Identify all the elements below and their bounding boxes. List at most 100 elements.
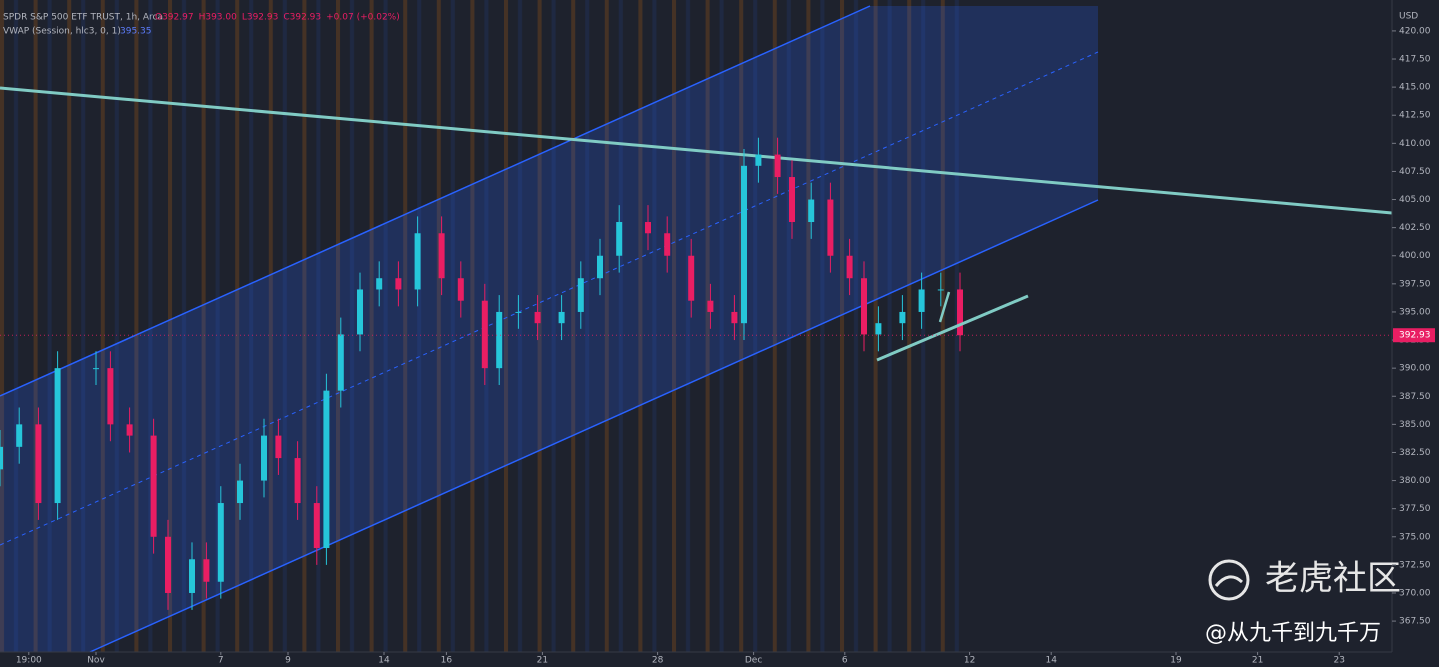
y-tick-label: 385.00 (1399, 420, 1431, 430)
candle-body (481, 300, 488, 369)
candle-body (203, 559, 210, 582)
support-line (876, 294, 1029, 362)
y-tick-label: 387.50 (1399, 392, 1431, 402)
candle-body (577, 278, 584, 312)
legend-value: +0.07 (+0.02%) (326, 13, 400, 23)
candle-body (337, 334, 344, 391)
candle-body (861, 278, 867, 335)
x-tick-label: 19:00 (16, 656, 42, 666)
candle-body (597, 255, 603, 279)
candle-body (189, 559, 195, 593)
x-tick-label: 28 (652, 656, 664, 666)
candle-body (275, 435, 282, 459)
x-tick-label: 6 (842, 656, 848, 666)
y-tick-label: 400.00 (1399, 251, 1431, 261)
candle-body (357, 289, 363, 335)
channel-lower (89, 199, 1099, 653)
candle-body (808, 199, 815, 223)
candle-body (731, 311, 738, 324)
x-tick-label: 14 (378, 656, 390, 666)
candle-body (237, 480, 243, 504)
candle-body (150, 435, 157, 537)
y-tick-label: 420.00 (1399, 26, 1431, 36)
candle-body (937, 289, 944, 291)
y-tick-label: 372.50 (1399, 560, 1431, 570)
candle-body (165, 536, 171, 593)
y-tick-label: 402.50 (1399, 223, 1431, 233)
candle-body (414, 233, 421, 290)
y-tick-label: 375.00 (1399, 532, 1431, 542)
candle-body (645, 222, 651, 234)
x-tick-label: 12 (964, 656, 975, 666)
x-tick-label: 21 (537, 656, 548, 666)
candle-body (323, 390, 330, 549)
candle-body (558, 311, 565, 324)
legend-value: O392.97 (155, 13, 194, 23)
candle-body (496, 311, 503, 369)
last-price-label: 392.93 (1399, 331, 1431, 341)
candle-body (313, 503, 320, 549)
y-tick-label: 397.50 (1399, 279, 1431, 289)
x-tick-label: 14 (1045, 656, 1057, 666)
candle-body (376, 278, 383, 290)
candle-body (957, 289, 963, 336)
x-tick-label: Nov (87, 656, 105, 666)
candle-body (35, 424, 42, 504)
drawn-line (938, 291, 951, 323)
y-tick-label: 367.50 (1399, 617, 1431, 627)
candle-body (755, 154, 762, 166)
candle-body (0, 446, 3, 470)
channel-upper (0, 5, 871, 397)
x-tick-label: Dec (745, 656, 762, 666)
candle-body (457, 278, 464, 301)
x-tick-label: 7 (218, 656, 224, 666)
watermark-logo (1208, 559, 1250, 601)
candle-body (93, 368, 99, 370)
candle-body (664, 233, 671, 256)
candle-body (217, 503, 224, 582)
candle-body (827, 199, 834, 256)
candle-body (774, 154, 781, 178)
watermark: 老虎社区 (1265, 559, 1401, 599)
channel-mid (0, 51, 1099, 546)
trend-line (0, 86, 1393, 215)
candle-body (534, 311, 541, 324)
indicator-name: VWAP (Session, hlc3, 0, 1) (3, 27, 121, 37)
candles (0, 137, 963, 610)
candle-body (126, 424, 133, 436)
y-tick-label: 417.50 (1399, 55, 1431, 65)
x-tick-label: 9 (285, 656, 291, 666)
y-tick-label: 382.50 (1399, 448, 1431, 458)
legend-value: H393.00 (199, 13, 238, 23)
candle-body (616, 222, 623, 256)
candle-body (16, 424, 23, 447)
y-tick-label: 412.50 (1399, 111, 1431, 121)
y-tick-label: 415.00 (1399, 83, 1431, 93)
candle-body (918, 289, 925, 312)
y-tick-label: 377.50 (1399, 504, 1431, 514)
y-tick-label: 405.00 (1399, 195, 1431, 205)
candle-body (395, 278, 402, 290)
legend-value: C392.93 (283, 13, 321, 23)
candle-body (875, 323, 882, 335)
x-tick-label: 23 (1333, 656, 1344, 666)
candle-body (54, 368, 61, 504)
y-tick-label: 395.00 (1399, 307, 1431, 317)
candle-body (515, 311, 522, 313)
x-tick-label: 19 (1170, 656, 1182, 666)
channel-fill (0, 6, 1098, 652)
candle-body (789, 177, 795, 223)
author: @从九千到九千万 (1205, 621, 1381, 646)
symbol-title: SPDR S&P 500 ETF TRUST, 1h, Arca (3, 13, 163, 23)
candle-body (438, 233, 445, 279)
y-tick-label: 410.00 (1399, 139, 1431, 149)
y-tick-label: 370.00 (1399, 588, 1431, 598)
candle-body (707, 300, 714, 312)
x-tick-label: 16 (441, 656, 453, 666)
y-tick-label: 390.00 (1399, 364, 1431, 374)
y-tick-label: 380.00 (1399, 476, 1431, 486)
candle-body (899, 311, 906, 324)
legend-value: L392.93 (242, 13, 279, 23)
candle-body (846, 255, 853, 279)
candle-body (741, 165, 747, 324)
